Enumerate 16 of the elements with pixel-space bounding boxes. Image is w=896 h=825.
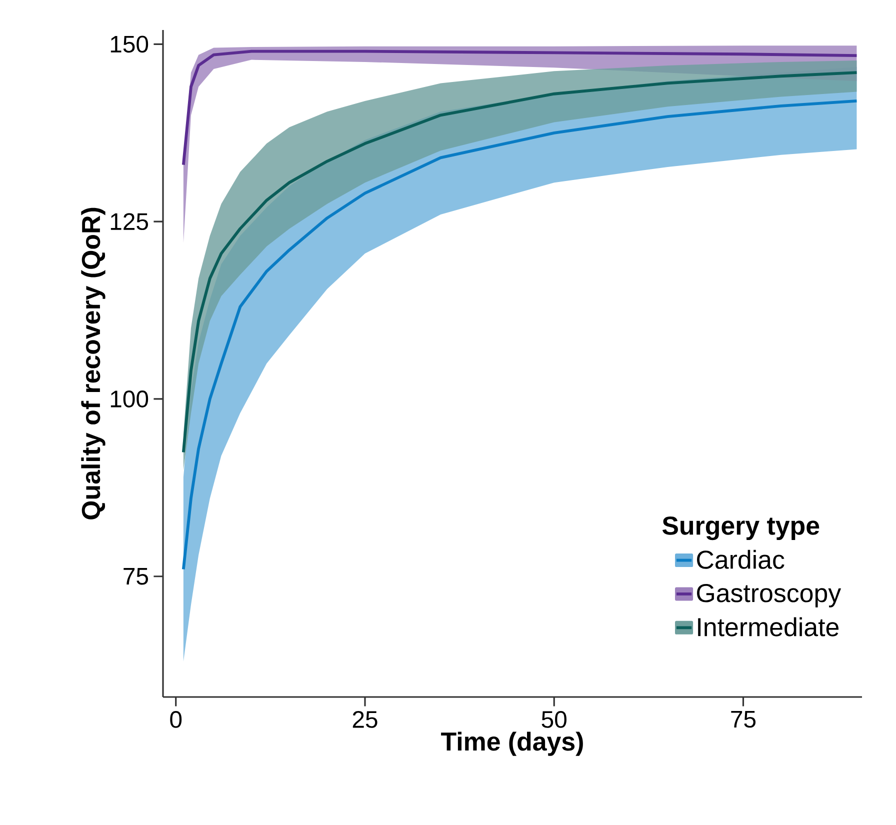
y-tick-label: 125: [110, 213, 148, 230]
x-tick-label: 75: [731, 710, 756, 728]
line-series: [182, 100, 858, 571]
x-tick-label: 0: [170, 710, 182, 728]
x-tick-label: 25: [352, 710, 378, 728]
x-tick-label: 50: [542, 710, 566, 728]
legend-label: Gastroscopy: [697, 584, 842, 608]
x-axis-title: Time (days): [441, 732, 583, 756]
y-tick-label: 100: [110, 390, 148, 408]
line-series: [182, 50, 858, 166]
legend-label: Intermediate: [698, 617, 839, 636]
y-tick-label: 75: [124, 568, 148, 585]
legend-label: Cardiac: [697, 550, 784, 569]
legend-title: Surgery type: [662, 516, 820, 540]
y-axis-title: Quality of recovery (QoR): [81, 208, 106, 520]
y-tick-label: 150: [110, 36, 148, 53]
